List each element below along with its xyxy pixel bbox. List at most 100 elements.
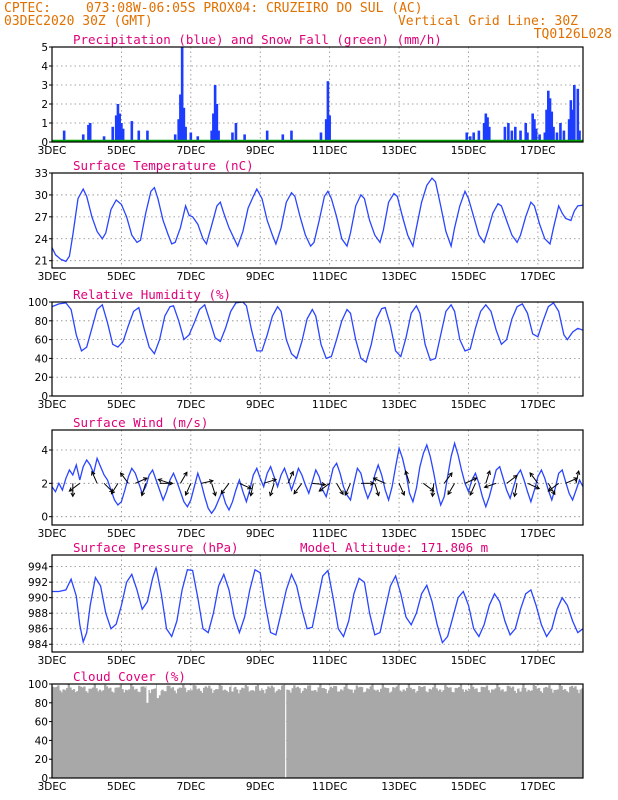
precip-bar (146, 130, 149, 142)
cloud-bar (529, 690, 532, 778)
cloud-bar (513, 690, 516, 778)
wind-arrow-head (448, 472, 453, 477)
cloud-bar (541, 692, 544, 778)
cloud-bar (379, 688, 383, 778)
cloud-bar (300, 693, 303, 778)
cloud-bar (527, 689, 530, 778)
wind-arrow-head (70, 492, 76, 498)
cloud-xtick: 13DEC (381, 781, 416, 793)
cloud-bar (543, 687, 546, 778)
cloud-bar (407, 684, 411, 778)
cloud-bar (294, 687, 298, 778)
wind-xtick: 3DEC (38, 528, 67, 540)
cloud-bar (511, 686, 515, 778)
humidity-ytick: 20 (35, 372, 48, 384)
humidity-plot (52, 302, 583, 364)
wind-arrow-head (249, 491, 254, 497)
cloud-bar (119, 684, 123, 778)
precip-bar (180, 47, 184, 142)
precip-frame (51, 46, 584, 143)
cloud-bar (90, 688, 93, 778)
cloud-bar (428, 688, 431, 778)
precip-bar (173, 134, 177, 142)
wind-arrow (506, 475, 518, 484)
wind-arrow-head (535, 485, 541, 490)
wind-arrow (211, 483, 217, 496)
wind-arrow-head (512, 492, 518, 498)
cloud-bar (465, 689, 468, 778)
cloud-bar (447, 687, 450, 778)
precip-bar (87, 124, 90, 142)
temperature-ytick: 24 (35, 234, 49, 246)
temperature-ytick: 21 (35, 256, 48, 268)
precip-bar (538, 134, 541, 142)
temperature-ytick: 33 (35, 168, 48, 180)
cloud-bar (416, 690, 419, 778)
wind-arrow (158, 478, 171, 484)
cloud-bar (456, 688, 459, 778)
precip-bar (114, 115, 118, 142)
precip-bar (234, 123, 238, 142)
cloud-bar (142, 686, 145, 778)
cloud-bar (480, 686, 483, 778)
humidity-title: Relative Humidity (%) (73, 287, 231, 302)
cloud-bar (305, 688, 308, 778)
cloud-bar (263, 693, 267, 778)
cloud-bar (315, 691, 319, 778)
temperature-ytick: 30 (35, 190, 48, 202)
wind-arrow (263, 478, 277, 484)
precip-bar (487, 126, 491, 142)
temperature-xtick: 15DEC (451, 271, 486, 283)
wind-arrow (447, 483, 456, 495)
precip-bar (189, 132, 193, 142)
precip-bar (326, 81, 330, 142)
cloud-bar (138, 692, 142, 778)
precip-bar (567, 119, 571, 142)
precip-bar (472, 132, 475, 142)
wind-arrow-head (375, 491, 380, 497)
cloud-bar (362, 692, 365, 778)
cloud-bar (445, 686, 449, 778)
cloud-bar (190, 690, 194, 778)
wind-arrow-head (513, 474, 518, 480)
wind-arrow-head (483, 483, 489, 489)
cloud-bar (497, 687, 501, 778)
precip-bar (555, 132, 559, 142)
precip-bar (503, 126, 507, 142)
cloud-bar (419, 687, 423, 778)
cloud-bar (79, 686, 83, 778)
cloud-xtick: 5DEC (107, 781, 136, 793)
temperature-series-line (52, 177, 583, 263)
cloud-bar (131, 686, 135, 778)
cloud-bar (126, 690, 129, 778)
cloud-bar (222, 690, 225, 778)
cloud-bar (225, 690, 228, 778)
precip-bar (519, 130, 522, 142)
cloud-bar (400, 691, 404, 778)
precip-bar (210, 130, 213, 142)
cloud-bar (199, 690, 202, 778)
cloud-bar (492, 689, 496, 778)
cloud-bar (208, 685, 211, 778)
cloud-bar (97, 691, 100, 778)
cloud-bar (572, 687, 575, 778)
cloud-bar (435, 688, 438, 778)
cloud-bar (525, 691, 529, 778)
precip-bar (545, 109, 548, 142)
wind-arrow-head (272, 478, 278, 483)
cloud-bar (237, 693, 241, 778)
cloud-bar (385, 687, 388, 778)
cloud-bar (307, 685, 310, 778)
pressure-title: Surface Pressure (hPa) (73, 540, 239, 555)
cloud-bar (261, 689, 265, 778)
cloud-panel: Cloud Cover (%) 0 20 40 60 80 100 3DEC 5DEC 7DEC 9… (28, 669, 584, 793)
cloud-bar (353, 689, 357, 778)
cloud-bar (218, 684, 221, 778)
cloud-bar (406, 687, 409, 778)
cloud-bar (95, 688, 98, 778)
pressure-xtick: 9DEC (246, 655, 275, 667)
temperature-panel: Surface Temperature (nC) 21 24 27 30 33 3DEC 5D… (35, 158, 584, 283)
pressure-xtick: 17DEC (520, 655, 555, 667)
cloud-bar (491, 689, 494, 778)
cloud-bar (461, 689, 464, 778)
